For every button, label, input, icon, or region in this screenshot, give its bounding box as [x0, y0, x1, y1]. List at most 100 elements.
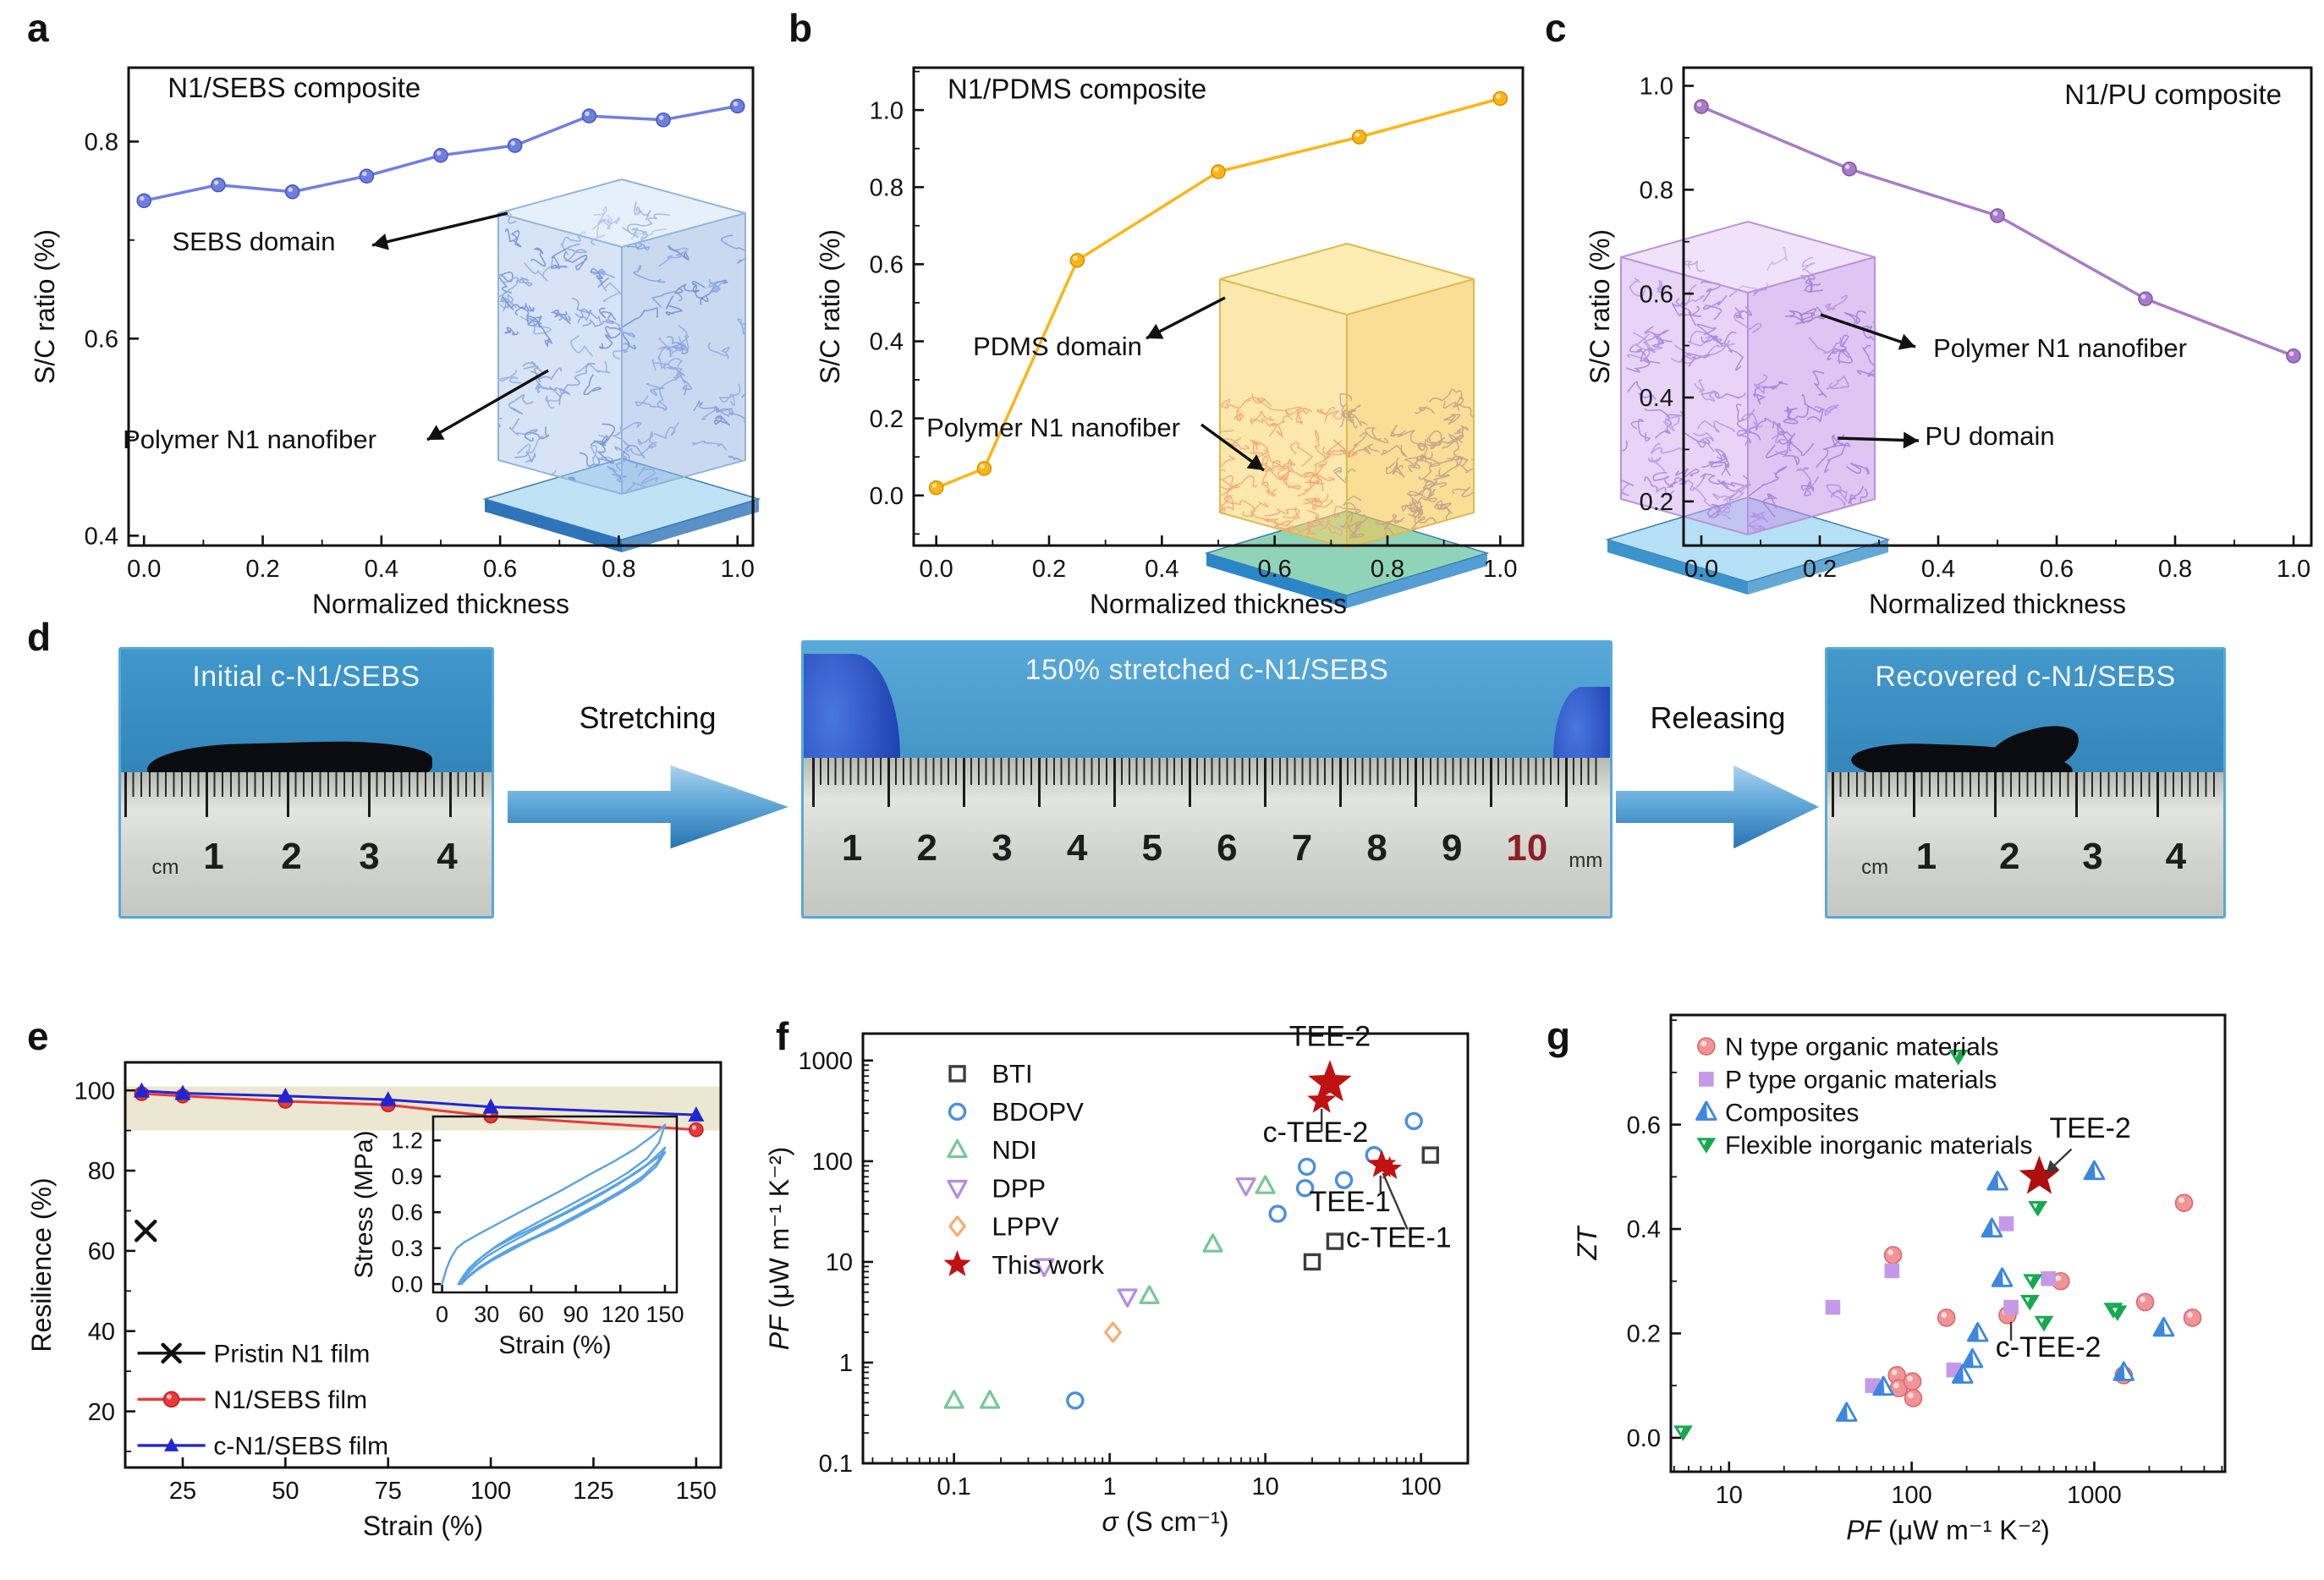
- ruler-unit-label: mm: [1569, 849, 1603, 873]
- svg-text:This work: This work: [992, 1250, 1104, 1280]
- svg-text:60: 60: [88, 1238, 115, 1265]
- axis-ticks-e-inset: 0 30 60 90 120 150 0.0 0.3 0.6 0.9 1.2: [391, 1128, 684, 1327]
- svg-text:0.4: 0.4: [1627, 1216, 1661, 1243]
- svg-text:0.8: 0.8: [602, 556, 635, 583]
- svg-text:30: 30: [474, 1302, 499, 1327]
- svg-text:0.6: 0.6: [1640, 281, 1673, 308]
- stretching-arrow-icon: [508, 765, 788, 849]
- svg-text:PF (μW m⁻¹ K⁻²): PF (μW m⁻¹ K⁻²): [1846, 1515, 2050, 1545]
- svg-text:1.2: 1.2: [391, 1128, 423, 1154]
- svg-text:DPP: DPP: [992, 1174, 1046, 1204]
- svg-text:60: 60: [519, 1302, 544, 1327]
- series-this-work: [1307, 1060, 1402, 1179]
- svg-text:25: 25: [169, 1478, 196, 1505]
- svg-text:1.0: 1.0: [721, 556, 755, 583]
- ruler-major-ticks: [811, 757, 1602, 807]
- svg-text:0.0: 0.0: [127, 556, 161, 583]
- panel-label-d: d: [27, 615, 52, 659]
- svg-text:10: 10: [826, 1249, 853, 1276]
- series-lppv: [1104, 1321, 1122, 1343]
- legend-e: Pristin N1 film N1/SEBS film c-N1/SEBS fil…: [137, 1340, 388, 1460]
- chart-n1-pu-composite: 0.0 0.2 0.4 0.6 0.8 1.0 0.2 0.4 0.6 0.8 1.0 Normali…: [1585, 66, 2313, 619]
- axis-ticks-g: 10 100 1000 0.0 0.2 0.4 0.6: [1627, 1019, 2223, 1509]
- svg-text:1: 1: [839, 1350, 853, 1377]
- svg-text:0: 0: [436, 1302, 448, 1327]
- inset-cube-illustration: [1204, 242, 1490, 608]
- svg-text:0.8: 0.8: [1371, 556, 1404, 583]
- ruler-number: 3: [2082, 835, 2103, 877]
- photo-title: Recovered c-N1/SEBS: [1875, 660, 2176, 693]
- series-cycle3-load: [459, 1151, 667, 1286]
- ruler-major-ticks: [124, 771, 488, 817]
- ruler-numbers: 1 2 3 4 5 6 7 8 9 10 mm: [804, 758, 1610, 916]
- svg-text:0.0: 0.0: [870, 483, 904, 510]
- svg-text:40: 40: [88, 1319, 115, 1346]
- svg-text:PU domain: PU domain: [1925, 421, 2054, 451]
- svg-text:0.0: 0.0: [1684, 556, 1718, 583]
- ruler-number: 6: [1217, 827, 1238, 870]
- svg-text:0.4: 0.4: [1640, 385, 1673, 412]
- series-p-type-organic-materials: [1825, 1216, 2056, 1393]
- svg-text:150: 150: [646, 1302, 684, 1327]
- svg-text:0.4: 0.4: [870, 329, 904, 356]
- chart-group-a: 0.0 0.2 0.4 0.6 0.8 1.0 0.4 0.6 0.8 Normalized th…: [30, 66, 761, 619]
- svg-text:0.6: 0.6: [85, 326, 118, 354]
- svg-text:0.2: 0.2: [1803, 556, 1837, 583]
- svg-text:100: 100: [470, 1478, 511, 1505]
- svg-text:Strain (%): Strain (%): [498, 1331, 611, 1359]
- svg-text:TEE-1: TEE-1: [1310, 1186, 1391, 1218]
- svg-text:Polymer N1 nanofiber: Polymer N1 nanofiber: [1933, 333, 2187, 363]
- ruler-number: 3: [359, 835, 380, 877]
- svg-text:80: 80: [88, 1158, 115, 1185]
- photo-recovered-sample: 1 2 3 4 cm Recovered c-N1/SEBS: [1825, 647, 2226, 919]
- series-n1-sebs: [136, 98, 745, 209]
- ruler-unit-label: cm: [1861, 855, 1889, 879]
- svg-text:0.4: 0.4: [1921, 556, 1955, 583]
- svg-text:100: 100: [1400, 1473, 1441, 1500]
- svg-text:1.0: 1.0: [1483, 556, 1517, 583]
- svg-text:0.9: 0.9: [391, 1164, 423, 1189]
- axis-ticks-e: 25 50 75 100 125 150 20 40 60 80 100: [74, 1078, 717, 1505]
- series-cycle3-unload: [460, 1151, 667, 1286]
- svg-text:0.4: 0.4: [1145, 556, 1178, 583]
- stretching-label: Stretching: [579, 700, 717, 735]
- ruler-number: 2: [281, 835, 302, 877]
- ruler-number: 9: [1441, 827, 1463, 870]
- svg-text:90: 90: [563, 1302, 589, 1327]
- svg-text:c-TEE-2: c-TEE-2: [1996, 1331, 2101, 1363]
- svg-text:Pristin N1 film: Pristin N1 film: [213, 1340, 370, 1368]
- svg-text:SEBS domain: SEBS domain: [173, 227, 336, 256]
- series-n-type-organic-materials: [1883, 1193, 2202, 1407]
- svg-text:c-TEE-1: c-TEE-1: [1346, 1222, 1452, 1254]
- ruler-number: 4: [1066, 827, 1088, 870]
- legend-f: BTI BDOPV NDI DPP LPPV This work: [943, 1059, 1104, 1280]
- svg-text:1: 1: [1103, 1473, 1117, 1500]
- chart-group-c: 0.0 0.2 0.4 0.6 0.8 1.0 0.2 0.4 0.6 0.8 1.0 Normali…: [1585, 66, 2313, 619]
- svg-text:0.6: 0.6: [2040, 556, 2074, 583]
- svg-text:Polymer N1 nanofiber: Polymer N1 nanofiber: [926, 413, 1180, 442]
- photo-title: Initial c-N1/SEBS: [192, 660, 420, 693]
- svg-text:0.1: 0.1: [937, 1473, 970, 1500]
- svg-text:0.0: 0.0: [920, 556, 953, 583]
- series-dpp: [1034, 1177, 1256, 1308]
- chart-group-e: 25 50 75 100 125 150 20 40 60 80 100 Strain (%) Resi…: [26, 1061, 722, 1541]
- photo-title: 150% stretched c-N1/SEBS: [1025, 653, 1389, 686]
- chart-group-f: 0.1 1 10 100 0.1 1 10 100 1000 σ (S cm⁻¹) PF (μW m…: [764, 1020, 1470, 1537]
- ruler-number: 8: [1366, 827, 1387, 870]
- axis-ticks-c: 0.0 0.2 0.4 0.6 0.8 1.0 0.2 0.4 0.6 0.8 1.0: [1640, 74, 2310, 583]
- svg-text:TEE-2: TEE-2: [1289, 1020, 1371, 1052]
- series-c-n1-sebs-film: [133, 1082, 705, 1122]
- series-pristin-n1-film: [135, 1219, 157, 1243]
- svg-text:PDMS domain: PDMS domain: [973, 332, 1142, 361]
- series-bti: [1303, 1146, 1439, 1271]
- releasing-label: Releasing: [1650, 700, 1786, 735]
- ruler-unit-label: cm: [151, 855, 179, 879]
- svg-text:1000: 1000: [798, 1048, 853, 1075]
- svg-text:100: 100: [74, 1078, 115, 1105]
- svg-text:0.2: 0.2: [1640, 489, 1673, 516]
- series-ndi: [943, 1175, 1276, 1409]
- svg-text:0.4: 0.4: [365, 556, 398, 583]
- svg-text:125: 125: [573, 1478, 613, 1505]
- panel-label-f: f: [776, 1014, 789, 1058]
- svg-text:LPPV: LPPV: [992, 1212, 1059, 1242]
